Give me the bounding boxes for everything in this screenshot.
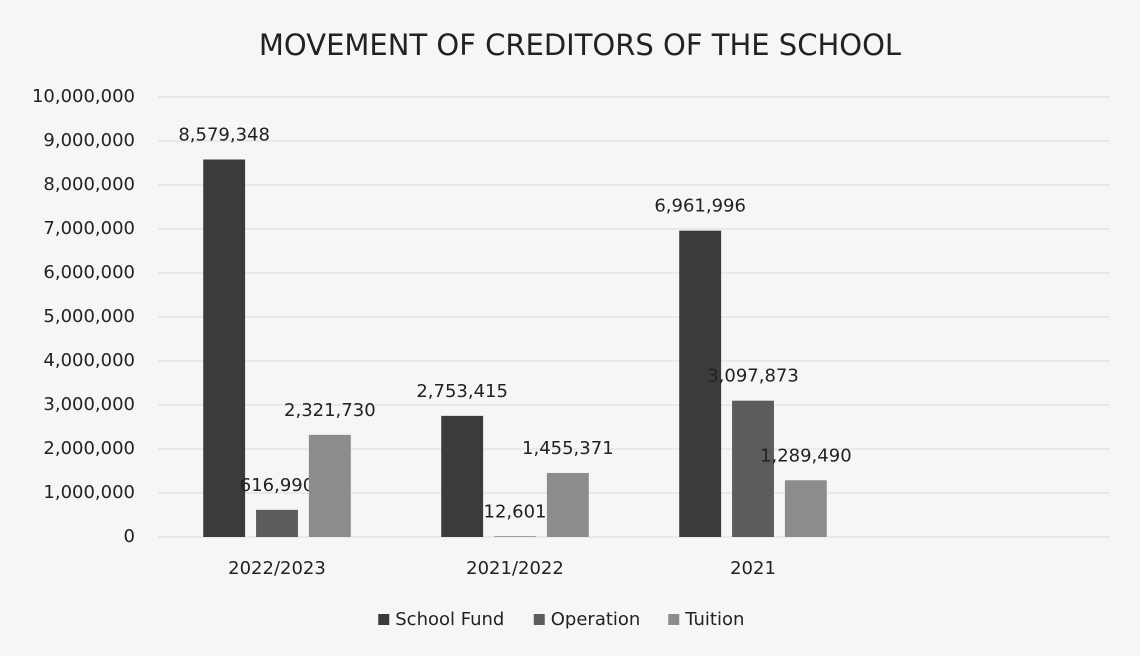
bar <box>203 159 246 538</box>
bar <box>732 400 774 537</box>
value-label: 1,455,371 <box>522 438 614 459</box>
legend-swatch <box>378 614 390 625</box>
y-tick-label: 3,000,000 <box>43 394 135 415</box>
x-tick-label: 2021/2022 <box>466 558 564 579</box>
bar <box>494 536 536 537</box>
legend-label: Tuition <box>684 609 744 630</box>
y-tick-label: 10,000,000 <box>32 86 135 107</box>
legend-label: Operation <box>551 609 641 630</box>
value-label: 12,601 <box>484 501 547 522</box>
bar <box>679 230 722 537</box>
y-tick-label: 0 <box>124 526 135 547</box>
y-tick-label: 6,000,000 <box>43 262 135 283</box>
bar <box>308 434 351 537</box>
y-tick-label: 7,000,000 <box>43 218 135 239</box>
y-tick-label: 9,000,000 <box>43 130 135 151</box>
value-label: 3,097,873 <box>707 366 799 387</box>
legend-swatch <box>668 614 680 625</box>
y-tick-label: 8,000,000 <box>43 174 135 195</box>
bar <box>546 472 589 537</box>
y-tick-label: 2,000,000 <box>43 438 135 459</box>
value-label: 1,289,490 <box>760 445 852 466</box>
value-label: 2,321,730 <box>284 400 376 421</box>
y-tick-label: 1,000,000 <box>43 482 135 503</box>
legend-label: School Fund <box>395 609 504 630</box>
x-tick-label: 2022/2023 <box>228 558 326 579</box>
y-tick-label: 4,000,000 <box>43 350 135 371</box>
legend-swatch <box>533 614 545 625</box>
value-label: 2,753,415 <box>416 381 508 402</box>
y-tick-label: 5,000,000 <box>43 306 135 327</box>
value-label: 6,961,996 <box>654 196 746 217</box>
x-tick-label: 2021 <box>730 558 776 579</box>
bar <box>784 480 827 537</box>
value-label: 8,579,348 <box>178 125 270 146</box>
value-label: 616,990 <box>240 475 314 496</box>
chart-title: MOVEMENT OF CREDITORS OF THE SCHOOL <box>259 28 901 62</box>
bar <box>256 509 298 537</box>
bar <box>441 415 484 537</box>
